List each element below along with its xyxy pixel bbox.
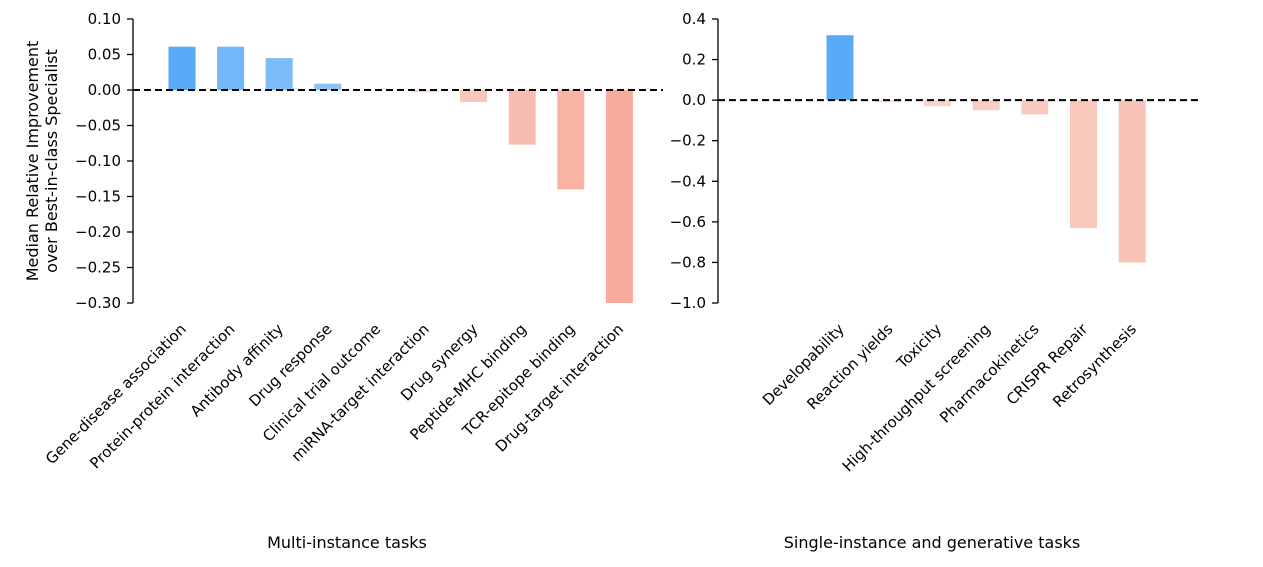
y-tick-label: −0.4 (670, 172, 706, 190)
bar-retrosynthesis (1119, 100, 1146, 262)
y-tick-label: −0.6 (670, 213, 706, 231)
y-tick-label: −0.20 (75, 223, 121, 241)
bar-gene-disease-association (169, 47, 196, 90)
bar-drug-target-interaction (606, 90, 633, 303)
bar-high-throughput-screening (973, 100, 1000, 110)
y-axis-title-line: over Best-in-class Specialist (42, 49, 61, 273)
y-tick-label: 0.4 (682, 10, 706, 28)
y-tick-label: 0.0 (682, 91, 706, 109)
bar-developability (827, 35, 854, 100)
y-tick-label: −0.2 (670, 132, 706, 150)
y-axis-title: Median Relative Improvementover Best-in-… (23, 41, 61, 282)
y-tick-label: −0.30 (75, 294, 121, 312)
bar-drug-synergy (460, 90, 487, 102)
bar-pharmacokinetics (1021, 100, 1048, 114)
y-tick-label: 0.2 (682, 51, 706, 69)
y-tick-label: −1.0 (670, 294, 706, 312)
x-axis-title: Multi-instance tasks (267, 533, 427, 552)
chart-panel-1: 0.10 0.05 0.00 −0.05 −0.10 −0.15 −0.20 −0.25 −0.… (23, 10, 663, 552)
bar-protein-protein-interaction (217, 47, 244, 90)
y-tick-label: 0.10 (88, 10, 121, 28)
x-tick-label: Retrosynthesis (1049, 320, 1140, 411)
y-tick-label: −0.25 (75, 259, 121, 277)
x-tick-label: Developability (759, 320, 848, 409)
chart-panel-2: 0.4 0.2 0.0 −0.2 −0.4 −0.6 −0.8 −1.0 Developabil… (670, 10, 1198, 552)
bar-crispr-repair (1070, 100, 1097, 228)
y-tick-label: −0.8 (670, 253, 706, 271)
y-tick-label: −0.10 (75, 152, 121, 170)
x-tick-label: Reaction yields (803, 320, 896, 413)
y-tick-label: 0.00 (88, 81, 121, 99)
x-axis-title: Single-instance and generative tasks (784, 533, 1081, 552)
bar-peptide-mhc-binding (509, 90, 536, 145)
y-axis-title-line: Median Relative Improvement (23, 41, 42, 282)
y-tick-label: −0.05 (75, 117, 121, 135)
y-tick-label: −0.15 (75, 188, 121, 206)
bar-tcr-epitope-binding (557, 90, 584, 189)
bar-antibody-affinity (266, 58, 293, 90)
y-tick-label: 0.05 (88, 46, 121, 64)
x-tick-label: Drug response (245, 320, 335, 410)
